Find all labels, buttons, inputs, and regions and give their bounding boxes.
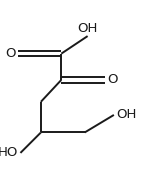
Text: OH: OH [116, 108, 137, 122]
Text: O: O [107, 73, 118, 86]
Text: OH: OH [77, 22, 98, 35]
Text: O: O [5, 47, 15, 60]
Text: HO: HO [0, 146, 18, 159]
